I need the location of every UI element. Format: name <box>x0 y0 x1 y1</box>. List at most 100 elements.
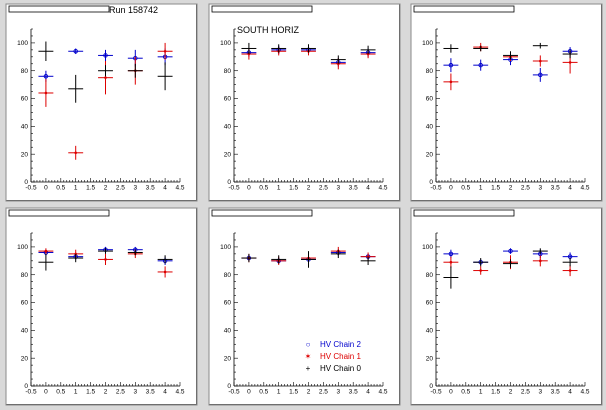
series-chain1 <box>443 255 578 277</box>
data-point-marker <box>539 59 542 63</box>
x-tick-label: 4 <box>568 185 572 192</box>
x-tick-label: 1 <box>277 389 281 396</box>
y-tick-label: 0 <box>429 383 433 390</box>
y-tick-label: 100 <box>220 244 231 251</box>
x-tick-label: 4.5 <box>378 389 387 396</box>
x-tick-label: 0 <box>44 389 48 396</box>
data-point-marker <box>103 53 108 58</box>
series-chain0 <box>241 42 376 64</box>
data-point-marker <box>568 269 572 272</box>
pad-title-box <box>413 5 515 13</box>
data-point-marker <box>366 255 370 258</box>
y-tick-label: 20 <box>21 355 29 362</box>
x-tick-label: 2.5 <box>116 389 125 396</box>
x-tick-label: 2.5 <box>521 389 530 396</box>
x-tick-label: -0.5 <box>228 185 240 192</box>
y-tick-label: 100 <box>220 40 231 47</box>
x-tick-label: 1.5 <box>86 389 95 396</box>
y-tick-label: 60 <box>224 96 232 103</box>
x-tick-label: 1 <box>74 185 78 192</box>
x-tick-label: 0.5 <box>56 185 65 192</box>
y-tick-label: 100 <box>422 244 433 251</box>
y-tick-label: 40 <box>224 328 232 335</box>
x-tick-label: 1.5 <box>289 185 298 192</box>
y-tick-label: 40 <box>426 124 434 131</box>
y-tick-label: 40 <box>224 124 232 131</box>
x-tick-label: 4.5 <box>175 389 184 396</box>
x-tick-label: 2 <box>307 185 311 192</box>
legend-label-chain0: HV Chain 0 <box>320 364 361 373</box>
x-tick-label: 3.5 <box>551 185 560 192</box>
data-point-marker <box>568 61 572 64</box>
x-tick-label: -0.5 <box>25 185 37 192</box>
x-tick-label: 0.5 <box>56 389 65 396</box>
pad-frame <box>208 3 401 202</box>
pad-frame <box>410 3 603 202</box>
x-tick-label: 4 <box>163 185 167 192</box>
y-tick-label: 100 <box>17 244 28 251</box>
pad-frame <box>5 207 198 406</box>
y-tick-label: 40 <box>21 124 29 131</box>
x-tick-label: 3.5 <box>349 185 358 192</box>
pad-title-box <box>211 5 313 13</box>
series-chain0 <box>443 248 578 289</box>
y-tick-label: 80 <box>426 68 434 75</box>
x-tick-label: 1.5 <box>491 185 500 192</box>
pad-title-box <box>211 209 313 217</box>
data-point-marker <box>448 251 454 257</box>
data-point-marker <box>43 74 49 79</box>
x-tick-label: -0.5 <box>228 389 240 396</box>
x-tick-label: 0 <box>247 389 251 396</box>
x-tick-label: 4.5 <box>378 185 387 192</box>
y-tick-label: 40 <box>21 328 29 335</box>
x-tick-label: 1 <box>479 389 483 396</box>
x-tick-label: 3.5 <box>146 389 155 396</box>
data-point-marker <box>163 270 167 274</box>
pad-frame <box>5 3 198 202</box>
y-tick-label: 100 <box>17 40 28 47</box>
data-point-marker <box>163 49 167 53</box>
data-point-marker <box>479 269 482 272</box>
data-point-marker <box>449 80 453 84</box>
y-tick-label: 0 <box>227 179 231 186</box>
data-point-marker <box>73 49 78 54</box>
x-tick-label: -0.5 <box>430 389 442 396</box>
x-tick-label: 4 <box>366 389 370 396</box>
y-tick-label: 60 <box>224 300 232 307</box>
y-tick-label: 80 <box>224 272 232 279</box>
series-chain0 <box>38 248 173 271</box>
data-point-marker <box>44 249 48 253</box>
y-tick-label: 60 <box>21 300 29 307</box>
legend-marker-chain0: + <box>306 364 311 373</box>
data-point-marker <box>538 72 543 78</box>
data-point-marker <box>44 91 48 95</box>
x-tick-label: 2.5 <box>319 389 328 396</box>
x-tick-label: 1.5 <box>86 185 95 192</box>
y-tick-label: 60 <box>426 96 434 103</box>
x-tick-label: 4 <box>163 389 167 396</box>
data-point-marker <box>74 252 77 256</box>
x-tick-label: 3 <box>336 389 340 396</box>
x-tick-label: 0.5 <box>461 185 470 192</box>
y-tick-label: 20 <box>224 355 232 362</box>
data-point-marker <box>539 259 542 263</box>
x-tick-label: -0.5 <box>430 185 442 192</box>
y-tick-label: 80 <box>426 272 434 279</box>
y-tick-label: 0 <box>227 383 231 390</box>
y-tick-label: 100 <box>422 40 433 47</box>
x-tick-label: 0.5 <box>259 185 268 192</box>
y-tick-label: 80 <box>21 68 29 75</box>
x-tick-label: 0.5 <box>461 389 470 396</box>
pad-frame <box>208 207 401 406</box>
series-chain0 <box>38 41 173 103</box>
pad-title-box <box>413 209 515 217</box>
data-point-marker <box>104 76 107 79</box>
data-point-marker <box>104 258 107 261</box>
